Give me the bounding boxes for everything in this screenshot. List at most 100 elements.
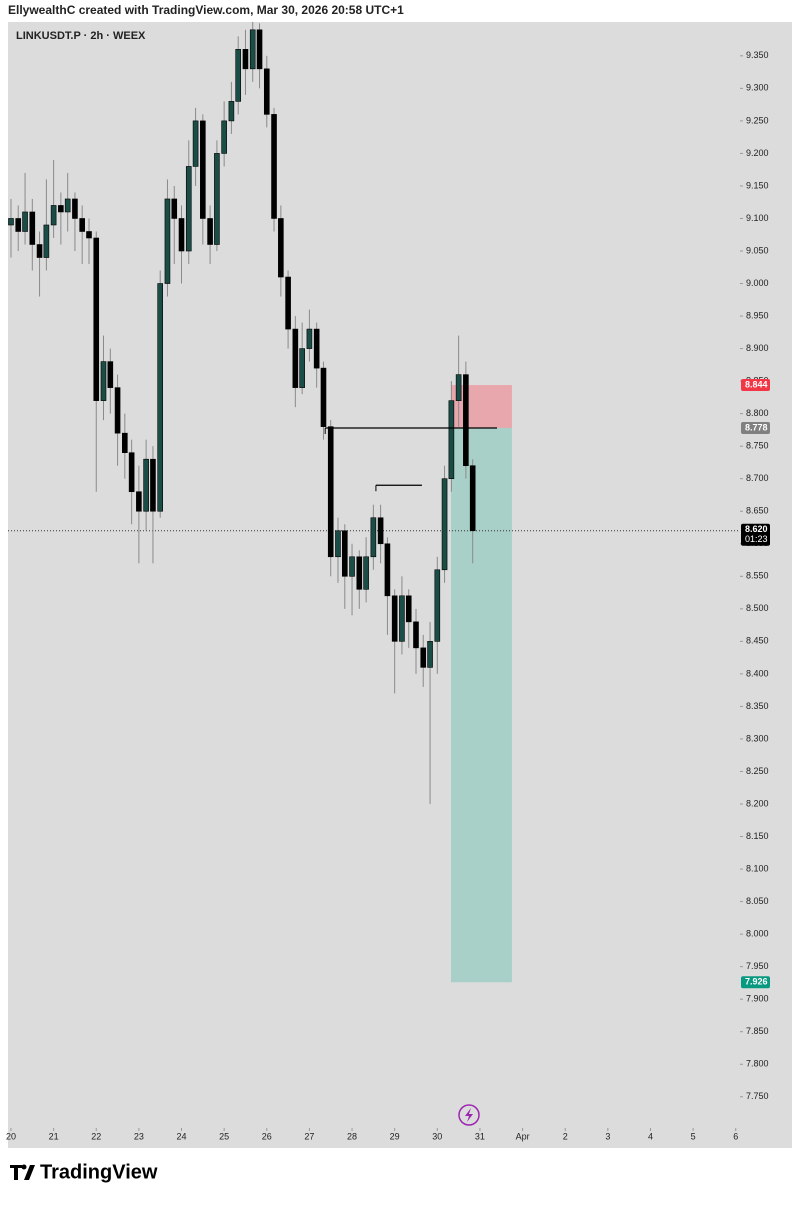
candle-body [15, 218, 22, 232]
y-tick-label: 9.100 [746, 213, 769, 223]
candle-body [320, 367, 327, 427]
y-tick-label: 7.850 [746, 1026, 769, 1036]
x-tick-label: 28 [347, 1131, 357, 1141]
candle-body [228, 101, 235, 122]
x-tick-label: 4 [648, 1131, 653, 1141]
y-tick-label: 8.650 [746, 506, 769, 516]
x-tick-label: 21 [49, 1131, 59, 1141]
candle-body [448, 400, 455, 480]
price-label-bg [741, 379, 770, 392]
candle-body [50, 205, 57, 226]
candle-body [107, 361, 114, 388]
candle-body [278, 218, 284, 278]
candle-body [164, 198, 171, 284]
price-label-bg [741, 421, 770, 434]
y-tick-label: 8.400 [746, 668, 769, 678]
x-tick-label: 30 [432, 1131, 442, 1141]
candle-body [292, 328, 299, 388]
candle-body [93, 237, 100, 401]
lightning-glyph [465, 1108, 473, 1122]
x-tick-label: 23 [134, 1131, 144, 1141]
candle-body [43, 224, 50, 258]
candle-body [58, 205, 64, 213]
x-tick-label: 20 [6, 1131, 16, 1141]
candle-body [171, 198, 178, 219]
lightning-icon[interactable] [458, 1104, 480, 1126]
candle-body [22, 211, 28, 232]
price-label: 8.778 [745, 422, 768, 432]
candle-body [143, 458, 149, 512]
logo [10, 1164, 35, 1180]
candle-body [356, 556, 363, 590]
candle-body [420, 647, 427, 668]
current-price-label: 8.620 [745, 524, 768, 534]
target-zone [450, 427, 512, 983]
y-tick-label: 8.750 [746, 441, 769, 451]
candle-body [128, 452, 135, 493]
candle-body [8, 218, 14, 226]
y-tick-label: 8.500 [746, 603, 769, 613]
candle-body [200, 120, 206, 219]
axes: 9.350 9.300 9.250 9.200 9.150 9.100 9.050 9.000… [6, 50, 770, 1141]
candle-body [178, 218, 185, 252]
candle-body [427, 641, 433, 668]
x-tick-label: 3 [605, 1131, 610, 1141]
candle-body [207, 218, 213, 245]
y-tick-label: 7.750 [746, 1091, 769, 1101]
candle-body [36, 244, 43, 258]
y-tick-label: 8.350 [746, 701, 769, 711]
y-tick-label: 8.300 [746, 733, 769, 743]
candle-body [64, 198, 71, 213]
candle-body [192, 120, 199, 167]
candle-body [341, 530, 348, 577]
candle-body [335, 530, 341, 558]
y-tick-label: 8.450 [746, 636, 769, 646]
candle-body [455, 374, 462, 401]
candle-body [122, 432, 128, 453]
candle-body [285, 276, 291, 330]
candle-body [235, 49, 242, 102]
y-tick-label: 9.250 [746, 115, 769, 125]
y-tick-label: 9.150 [746, 180, 769, 190]
candle-body [157, 283, 163, 512]
header-title: EllywealthC created with TradingView.com… [8, 3, 404, 17]
candle-body [469, 465, 476, 532]
candle-body [249, 29, 256, 70]
candle-body [214, 153, 220, 245]
candle-body [256, 29, 263, 70]
candle-body [114, 387, 121, 434]
y-tick-label: 7.900 [746, 994, 769, 1004]
candle-body [306, 328, 313, 349]
y-tick-label: 9.300 [746, 83, 769, 93]
candle-body [349, 556, 355, 577]
y-tick-label: 9.000 [746, 278, 769, 288]
price-label-bg [741, 976, 770, 989]
y-tick-label: 9.050 [746, 245, 769, 255]
x-tick-label: 31 [475, 1131, 485, 1141]
candle-body [434, 569, 441, 642]
x-tick-label: 24 [177, 1131, 187, 1141]
chart-background [8, 22, 792, 1148]
x-tick-label: 5 [691, 1131, 696, 1141]
y-tick-label: 8.700 [746, 473, 769, 483]
y-tick-label: 7.950 [746, 961, 769, 971]
y-tick-label: 8.550 [746, 571, 769, 581]
x-tick-label: 2 [563, 1131, 568, 1141]
y-tick-label: 8.000 [746, 928, 769, 938]
candle-body [263, 68, 270, 115]
candle-body [29, 211, 36, 245]
y-tick-label: 8.050 [746, 896, 769, 906]
candle-body [221, 120, 227, 154]
brand: TradingView [40, 1161, 158, 1183]
candle-body [384, 543, 391, 597]
candle-body [100, 361, 107, 401]
price-label: 8.844 [745, 379, 768, 389]
x-tick-label: 29 [390, 1131, 400, 1141]
candle-body [413, 621, 419, 649]
candle-body [299, 348, 305, 388]
candle-body [370, 517, 377, 558]
y-tick-label: 9.200 [746, 148, 769, 158]
x-tick-label: 26 [262, 1131, 272, 1141]
